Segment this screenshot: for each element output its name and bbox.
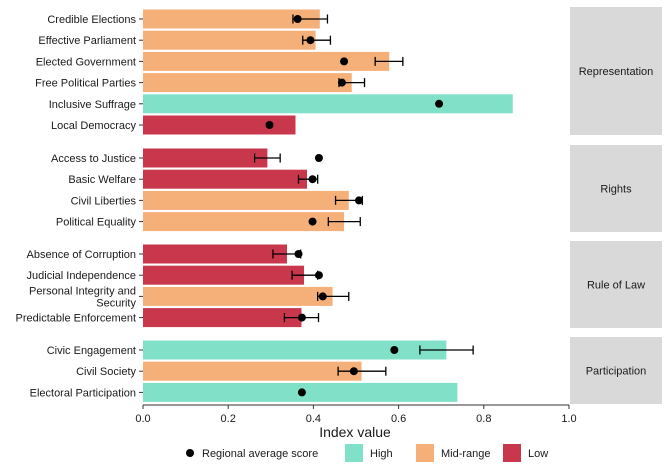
bar: [143, 115, 296, 135]
bar-row: Civil Society: [76, 361, 387, 381]
panel-rights: Rights Access to Justice Basic Welfare Civi…: [51, 145, 662, 232]
y-tick-label: Electoral Participation: [30, 387, 136, 399]
facet-strip: [570, 7, 662, 135]
bar: [143, 9, 320, 29]
regional-average-point: [354, 196, 363, 205]
regional-average-point: [390, 346, 399, 354]
y-tick-label: Inclusive Suffrage: [49, 99, 136, 111]
y-tick-label: Access to Justice: [51, 153, 136, 165]
x-tick-label: 0.4: [306, 413, 321, 425]
regional-average-point: [294, 250, 303, 258]
bar: [143, 340, 447, 360]
legend-swatch-high: [345, 444, 363, 462]
bar: [143, 190, 349, 210]
y-tick-label: Civil Society: [76, 366, 136, 378]
regional-average-point: [314, 271, 323, 280]
y-tick-label: Basic Welfare: [68, 174, 136, 186]
legend-label-low: Low: [528, 448, 548, 460]
bar: [143, 51, 390, 71]
facet-strip: [570, 241, 662, 328]
y-tick-label: Absence of Corruption: [27, 249, 136, 261]
legend-point-marker: [186, 449, 194, 457]
y-tick-label: Free Political Parties: [35, 78, 136, 90]
regional-average-point: [297, 388, 306, 397]
bar-row: Electoral Participation: [30, 382, 458, 402]
panel-participation: Participation Civic Engagement Civil Socie…: [30, 337, 662, 404]
y-tick-label: Civil Liberties: [71, 195, 137, 207]
y-tick-label: Political Equality: [56, 217, 137, 229]
bar: [143, 169, 308, 189]
legend-label-mid: Mid-range: [441, 448, 491, 460]
bar-row: Access to Justice: [51, 148, 323, 168]
regional-average-point: [337, 78, 346, 87]
regional-average-point: [314, 154, 323, 162]
legend-label-high: High: [370, 448, 393, 460]
regional-average-point: [340, 57, 349, 66]
x-axis-title: Index value: [319, 424, 391, 440]
facet-strip-label: Participation: [586, 366, 647, 378]
bar-row: Political Equality: [56, 212, 361, 232]
bar: [143, 286, 333, 306]
panels-layer: Representation Credible Elections Effectiv…: [16, 7, 662, 404]
regional-average-point: [308, 217, 317, 226]
regional-average-point: [297, 313, 306, 322]
bar: [143, 148, 268, 168]
legend-point-label: Regional average score: [202, 448, 318, 460]
bar: [143, 73, 352, 93]
regional-average-point: [265, 121, 274, 129]
regional-average-point: [306, 36, 315, 45]
y-tick-label: Civic Engagement: [47, 345, 136, 357]
y-tick-label: Elected Government: [36, 56, 136, 68]
y-tick-label: Effective Parliament: [38, 35, 136, 47]
regional-average-point: [293, 15, 302, 23]
bar: [143, 361, 362, 381]
y-tick-label: Personal Integrity and Security: [29, 285, 137, 309]
x-tick-label: 0.6: [391, 413, 406, 425]
bar-row: Judicial Independence: [27, 265, 323, 285]
y-tick-label: Predictable Enforcement: [16, 313, 136, 325]
legend-swatch-mid: [416, 444, 434, 462]
bar-row: Basic Welfare: [68, 169, 319, 189]
bar-row: Effective Parliament: [38, 30, 332, 50]
bar-row: Inclusive Suffrage: [49, 94, 513, 114]
facet-strip-label: Rule of Law: [587, 280, 645, 292]
facet-strip-label: Representation: [579, 66, 654, 78]
regional-average-point: [308, 175, 317, 184]
x-tick-label: 0.8: [476, 413, 491, 425]
bar-row: Credible Elections: [47, 9, 329, 29]
bar: [143, 94, 513, 114]
x-tick-label: 0.2: [221, 413, 236, 425]
bar-row: Free Political Parties: [35, 73, 366, 93]
legend-swatch-low: [503, 444, 521, 462]
x-axis: 0.0 0.2 0.4 0.6 0.8 1.0: [135, 404, 577, 425]
regional-average-point: [435, 99, 444, 108]
regional-average-point: [318, 292, 327, 301]
bar-row: Personal Integrity and Security: [29, 285, 350, 309]
bar-row: Local Democracy: [51, 115, 296, 135]
y-tick-label: Judicial Independence: [27, 270, 136, 282]
bar: [143, 265, 305, 285]
bar: [143, 308, 302, 328]
bar: [143, 244, 287, 264]
y-tick-label: Local Democracy: [51, 120, 136, 132]
facet-strip: [570, 337, 662, 404]
y-tick-label: Credible Elections: [47, 14, 136, 26]
bar: [143, 212, 345, 232]
facet-strip-label: Rights: [600, 184, 632, 196]
panel-representation: Representation Credible Elections Effectiv…: [35, 7, 662, 135]
bar-row: Civic Engagement: [47, 340, 474, 360]
x-tick-label: 1.0: [561, 413, 576, 425]
legend: Regional average score High Mid-range Low: [186, 444, 548, 462]
bar-row: Civil Liberties: [71, 190, 364, 210]
facet-strip: [570, 145, 662, 232]
panel-rule-of-law: Rule of Law Absence of Corruption Judicial…: [16, 241, 662, 328]
bar-row: Absence of Corruption: [27, 244, 303, 264]
bar: [143, 30, 316, 50]
bar-row: Elected Government: [36, 51, 404, 71]
bar-row: Predictable Enforcement: [16, 308, 320, 328]
regional-average-point: [349, 367, 358, 376]
x-tick-label: 0.0: [135, 413, 150, 425]
